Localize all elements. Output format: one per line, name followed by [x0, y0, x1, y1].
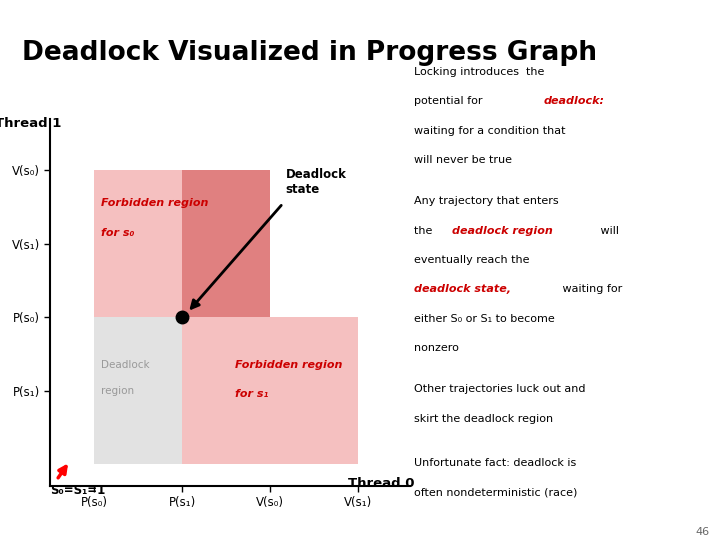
Text: waiting for: waiting for	[559, 285, 622, 294]
Text: deadlock region: deadlock region	[451, 226, 552, 235]
Text: deadlock:: deadlock:	[544, 96, 605, 106]
Text: Locking introduces  the: Locking introduces the	[414, 67, 544, 77]
Text: Deadlock: Deadlock	[102, 360, 150, 370]
Text: for s₀: for s₀	[102, 228, 135, 238]
Text: Thread 1: Thread 1	[0, 117, 61, 130]
Text: Unfortunate fact: deadlock is: Unfortunate fact: deadlock is	[414, 458, 576, 468]
Text: Forbidden region: Forbidden region	[235, 360, 342, 370]
Text: S₀=S₁=1: S₀=S₁=1	[50, 484, 106, 497]
Text: for s₁: for s₁	[235, 389, 268, 399]
Text: Deadlock Visualized in Progress Graph: Deadlock Visualized in Progress Graph	[22, 40, 597, 66]
Text: region: region	[102, 386, 135, 395]
Bar	[94, 317, 182, 464]
Bar	[182, 170, 270, 317]
Text: will never be true: will never be true	[414, 155, 512, 165]
Text: potential for: potential for	[414, 96, 486, 106]
Text: Other trajectories luck out and: Other trajectories luck out and	[414, 384, 585, 394]
Text: eventually reach the: eventually reach the	[414, 255, 529, 265]
Text: either S₀ or S₁ to become: either S₀ or S₁ to become	[414, 314, 554, 323]
Text: Forbidden region: Forbidden region	[102, 198, 209, 208]
Text: nonzero: nonzero	[414, 343, 459, 353]
Text: Thread 0: Thread 0	[348, 477, 415, 490]
Text: 46: 46	[695, 527, 709, 537]
Text: Any trajectory that enters: Any trajectory that enters	[414, 196, 559, 206]
Text: waiting for a condition that: waiting for a condition that	[414, 126, 565, 136]
Bar	[182, 317, 358, 464]
Text: Carnegie Mellon: Carnegie Mellon	[600, 9, 709, 22]
Text: skirt the deadlock region: skirt the deadlock region	[414, 414, 553, 423]
Text: Deadlock
state: Deadlock state	[286, 168, 346, 196]
Text: the: the	[414, 226, 436, 235]
Text: will: will	[597, 226, 619, 235]
Bar	[94, 170, 270, 317]
Text: often nondeterministic (race): often nondeterministic (race)	[414, 487, 577, 497]
Text: deadlock state,: deadlock state,	[414, 285, 511, 294]
